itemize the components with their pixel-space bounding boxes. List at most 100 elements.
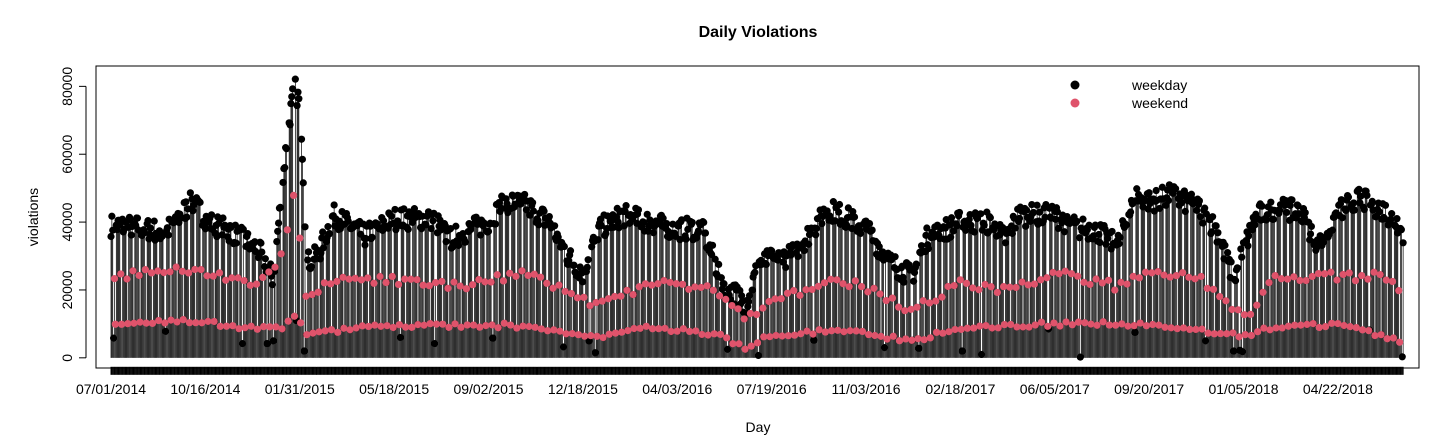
- weekday-point: [805, 240, 813, 248]
- weekday-point: [1079, 215, 1087, 223]
- weekend-point: [1198, 325, 1206, 333]
- weekend-point: [956, 276, 964, 284]
- weekend-point: [1235, 333, 1243, 341]
- weekend-point: [728, 302, 736, 310]
- weekend-point: [1006, 283, 1014, 291]
- weekday-point: [1360, 205, 1368, 214]
- weekday-point: [276, 203, 284, 212]
- weekend-point: [1080, 278, 1088, 286]
- weekend-point: [1050, 319, 1058, 327]
- weekend-point: [271, 263, 279, 271]
- weekday-point: [762, 260, 770, 269]
- weekend-point: [778, 332, 786, 340]
- weekend-point: [1259, 288, 1267, 296]
- weekend-point: [488, 321, 496, 329]
- weekend-point: [561, 287, 569, 296]
- weekend-point: [982, 321, 990, 330]
- weekday-point: [1202, 210, 1211, 218]
- weekday-point: [1001, 239, 1009, 247]
- weekend-point: [518, 267, 526, 275]
- weekend-point: [265, 268, 273, 276]
- weekend-point: [969, 284, 977, 292]
- weekend-point: [1030, 280, 1039, 288]
- weekday-point: [295, 95, 303, 103]
- weekend-point: [821, 328, 830, 336]
- weekend-point: [765, 297, 773, 306]
- weekday-point: [1344, 193, 1353, 201]
- weekday-point: [865, 219, 874, 228]
- weekend-point: [1149, 320, 1157, 329]
- weekend-point: [1074, 272, 1082, 280]
- weekend-point: [624, 327, 632, 335]
- weekday-point: [977, 350, 986, 359]
- weekend-point: [1185, 273, 1193, 281]
- weekend-point: [771, 295, 779, 303]
- weekday-point: [297, 135, 306, 143]
- weekday-point: [1028, 200, 1036, 209]
- weekday-point: [232, 239, 240, 247]
- weekday-point: [1230, 347, 1238, 355]
- weekday-point: [1351, 206, 1359, 214]
- weekend-point: [1345, 269, 1353, 277]
- legend-weekend-marker: [1070, 98, 1080, 108]
- weekday-point: [1075, 234, 1084, 242]
- weekday-point: [565, 257, 573, 265]
- weekend-point: [394, 280, 403, 289]
- weekend-point: [124, 320, 132, 328]
- weekend-point: [945, 328, 953, 336]
- weekend-point: [135, 271, 143, 280]
- weekend-point: [1148, 269, 1156, 277]
- weekend-point: [753, 339, 762, 347]
- weekend-point: [1216, 329, 1225, 338]
- weekday-point: [818, 219, 826, 228]
- weekend-point: [618, 328, 626, 336]
- weekday-point: [912, 260, 920, 268]
- weekend-point: [506, 321, 515, 329]
- weekday-point: [958, 347, 966, 355]
- weekend-point: [537, 325, 546, 333]
- weekend-point: [1092, 275, 1100, 283]
- weekday-point: [1073, 217, 1081, 225]
- weekend-point: [1376, 271, 1384, 279]
- weekend-point: [154, 267, 162, 275]
- weekend-point: [1377, 331, 1385, 339]
- weekend-point: [1383, 335, 1391, 343]
- weekday-point: [682, 235, 690, 243]
- weekend-point: [1086, 280, 1094, 289]
- weekday-point: [1288, 196, 1296, 204]
- weekday-point: [900, 278, 908, 286]
- weekend-point: [808, 285, 816, 294]
- weekday-point: [1244, 242, 1252, 250]
- weekend-point: [679, 325, 688, 333]
- weekday-point: [238, 339, 247, 348]
- weekend-point: [209, 272, 217, 280]
- weekend-point: [197, 265, 205, 274]
- legend-weekday-marker: [1070, 80, 1080, 90]
- legend: weekday weekend: [1070, 77, 1188, 111]
- weekday-point: [701, 229, 710, 237]
- weekend-point: [531, 323, 539, 331]
- weekday-point: [591, 349, 599, 357]
- weekday-point: [282, 145, 291, 153]
- weekday-point: [410, 205, 419, 213]
- weekday-point: [745, 292, 754, 300]
- weekend-point: [203, 272, 211, 280]
- weekday-point: [288, 93, 296, 101]
- weekend-point: [303, 331, 311, 339]
- weekend-point: [297, 319, 305, 327]
- weekend-point: [1388, 277, 1397, 286]
- weekday-point: [720, 280, 728, 288]
- weekday-point: [831, 217, 839, 225]
- x-tick-label: 01/31/2015: [265, 381, 335, 397]
- weekend-point: [1327, 268, 1335, 276]
- weekend-point: [1234, 306, 1242, 314]
- weekday-point: [1122, 221, 1130, 229]
- weekend-point: [944, 282, 952, 291]
- weekday-point: [495, 199, 503, 207]
- weekend-point: [1395, 287, 1403, 295]
- weekend-point: [234, 274, 242, 282]
- weekend-point: [845, 283, 853, 291]
- weekend-point: [413, 276, 421, 284]
- weekend-point: [259, 273, 267, 282]
- weekend-point: [401, 275, 409, 283]
